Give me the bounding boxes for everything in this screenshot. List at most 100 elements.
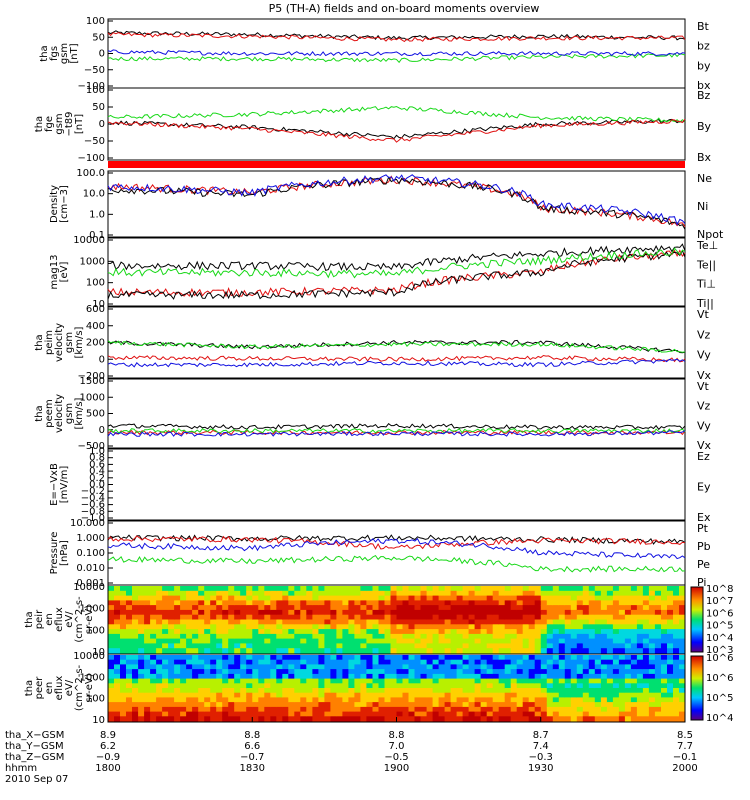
series-line-te xyxy=(107,249,686,300)
spectrogram-cell xyxy=(576,669,584,675)
spectrogram-cell xyxy=(132,624,139,630)
spectrogram-cell xyxy=(438,711,446,717)
spectrogram-cell xyxy=(336,609,343,616)
spectrogram-cell xyxy=(594,697,602,703)
spectrogram-cell xyxy=(582,633,590,640)
spectrogram-cell xyxy=(360,716,367,722)
spectrogram-cell xyxy=(673,648,680,654)
spectrogram-cell xyxy=(240,669,247,675)
spectrogram-cell xyxy=(642,595,650,601)
spectrogram-cell xyxy=(492,655,500,661)
spectrogram-cell xyxy=(510,605,518,611)
spectrogram-cell xyxy=(288,595,295,601)
spectrogram-cell xyxy=(414,638,421,644)
spectrogram-cell xyxy=(168,624,175,630)
spectrogram-cell xyxy=(679,659,686,665)
spectrogram-cell xyxy=(552,590,560,597)
spectrogram-cell xyxy=(582,586,590,592)
colorbar-tick-label: 10^5 xyxy=(706,621,733,632)
spectrogram-cell xyxy=(372,683,379,689)
spectrogram-cell xyxy=(246,706,253,713)
spectrogram-cell xyxy=(120,624,127,630)
spectrogram-cell xyxy=(673,702,680,708)
spectrogram-cell xyxy=(186,673,193,680)
spectrogram-cell xyxy=(630,716,638,722)
spectrogram-cell xyxy=(126,595,133,601)
spectrogram-cell xyxy=(444,624,452,630)
spectrogram-cell xyxy=(198,633,205,640)
spectrogram-cell xyxy=(679,590,686,597)
spectrogram-cell xyxy=(546,586,554,592)
spectrogram-cell xyxy=(661,706,668,713)
spectrogram-cell xyxy=(414,669,421,675)
spectrogram-cell xyxy=(462,702,470,708)
spectrogram-cell xyxy=(306,605,313,611)
spectrogram-cell xyxy=(114,624,121,630)
spectrogram-cell xyxy=(528,595,536,601)
spectrogram-cell xyxy=(300,655,307,661)
spectrogram-cell xyxy=(540,605,548,611)
spectrogram-cell xyxy=(540,697,548,703)
spectrogram-cell xyxy=(486,648,494,654)
spectrogram-cell xyxy=(336,702,343,708)
spectrogram-cell xyxy=(210,595,217,601)
spectrogram-cell xyxy=(318,678,325,684)
spectrogram-cell xyxy=(168,702,175,708)
spectrogram-cell xyxy=(204,716,211,722)
spectrogram-cell xyxy=(661,678,668,684)
spectrogram-cell xyxy=(342,605,349,611)
spectrogram-cell xyxy=(510,664,518,670)
spectrogram-cell xyxy=(228,648,235,654)
spectrogram-cell xyxy=(240,624,247,630)
spectrogram-cell xyxy=(168,688,175,694)
spectrogram-cell xyxy=(186,624,193,630)
spectrogram-cell xyxy=(540,638,548,644)
spectrogram-cell xyxy=(600,619,608,625)
spectrogram-cell xyxy=(252,711,259,717)
spectrogram-cell xyxy=(642,614,650,620)
spectrogram-cell xyxy=(180,624,187,630)
spectrogram-cell xyxy=(138,692,145,698)
spectrogram-cell xyxy=(354,605,361,611)
spectrogram-cell xyxy=(240,590,247,597)
spectrogram-cell xyxy=(396,586,403,592)
spectrogram-cell xyxy=(330,664,337,670)
spectrogram-cell xyxy=(372,692,379,698)
spectrogram-cell xyxy=(438,638,446,644)
spectrogram-cell xyxy=(456,638,464,644)
spectrogram-cell xyxy=(312,590,319,597)
spectrogram-cell xyxy=(661,683,668,689)
spectrogram-cell xyxy=(522,595,530,601)
spectrogram-cell xyxy=(624,619,632,625)
spectrogram-cell xyxy=(679,655,686,661)
legend-vx: Vx xyxy=(697,439,712,452)
spectrogram-cell xyxy=(234,673,241,680)
spectrogram-cell xyxy=(372,629,379,635)
y-tick-label: 0.100 xyxy=(76,548,105,559)
spectrogram-cell xyxy=(679,595,686,601)
spectrogram-cell xyxy=(648,609,656,616)
spectrogram-cell xyxy=(180,678,187,684)
spectrogram-cell xyxy=(504,664,512,670)
spectrogram-cell xyxy=(330,605,337,611)
spectrogram-cell xyxy=(258,659,265,665)
spectrogram-cell xyxy=(510,716,518,722)
spectrogram-cell xyxy=(516,706,524,713)
spectrogram-cell xyxy=(612,643,620,649)
spectrogram-cell xyxy=(414,659,421,665)
spectrogram-cell xyxy=(492,664,500,670)
spectrogram-cell xyxy=(222,669,229,675)
spectrogram-cell xyxy=(228,697,235,703)
spectrogram-cell xyxy=(673,643,680,649)
spectrogram-cell xyxy=(390,633,397,640)
spectrogram-cell xyxy=(306,664,313,670)
spectrogram-cell xyxy=(618,711,626,717)
spectrogram-cell xyxy=(348,590,355,597)
spectrogram-cell xyxy=(372,711,379,717)
spectrogram-cell xyxy=(282,600,289,606)
spectrogram-cell xyxy=(618,605,626,611)
spectrogram-cell xyxy=(216,600,223,606)
spectrogram-cell xyxy=(126,643,133,649)
spectrogram-cell xyxy=(216,697,223,703)
spectrogram-cell xyxy=(408,633,415,640)
